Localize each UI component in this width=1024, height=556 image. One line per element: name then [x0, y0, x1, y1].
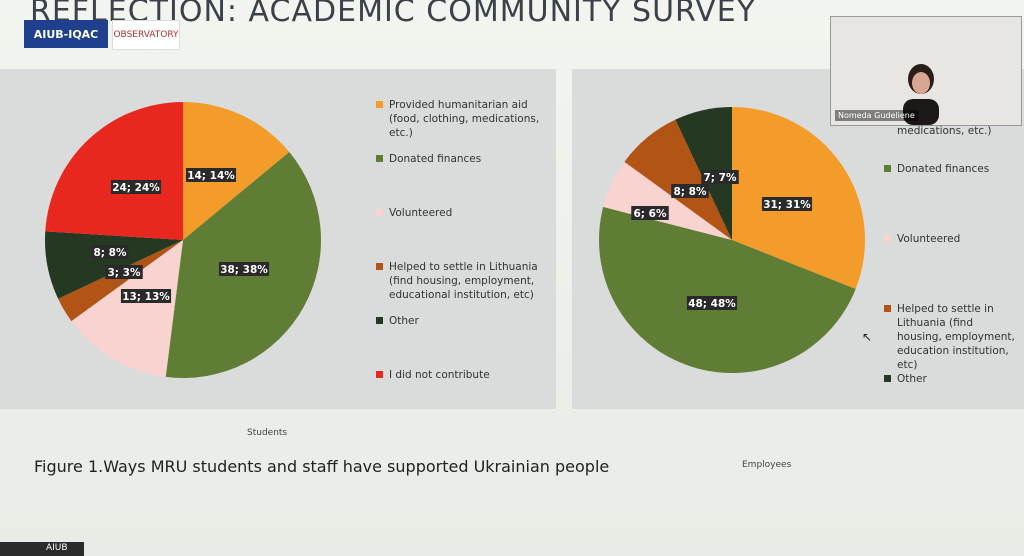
legend-item: Other	[884, 372, 1020, 386]
legend-label: Helped to settle in Lithuania (find hous…	[389, 261, 538, 301]
legend-swatch	[884, 305, 891, 312]
mouse-cursor-icon: ↖	[862, 330, 873, 344]
employees-legend: medications, etc.) Donated finances Volunt…	[884, 124, 1020, 394]
data-label: 31; 31%	[761, 197, 813, 211]
students-label: Students	[247, 428, 288, 438]
svg-text:24; 24%: 24; 24%	[112, 182, 160, 194]
svg-text:31; 31%: 31; 31%	[763, 199, 811, 211]
legend-swatch	[376, 317, 383, 324]
data-label: 7; 7%	[701, 170, 739, 184]
legend-item: Donated finances	[376, 152, 546, 166]
legend-item: medications, etc.)	[884, 124, 1020, 138]
participant-avatar	[903, 64, 939, 125]
participant-video[interactable]: Nomeda Gudeliene	[830, 16, 1022, 126]
observatory-logo: OBSERVATORY	[112, 20, 180, 50]
svg-text:48; 48%: 48; 48%	[688, 298, 736, 310]
legend-label: Volunteered	[389, 207, 453, 219]
data-label: 8; 8%	[91, 245, 129, 259]
svg-text:7; 7%: 7; 7%	[704, 172, 737, 184]
pie-slice	[624, 119, 732, 240]
data-label: 48; 48%	[686, 296, 738, 310]
pie-slice	[58, 240, 183, 322]
data-label: 14; 14%	[185, 168, 237, 182]
legend-swatch	[376, 155, 383, 162]
students-pie-chart: 14; 14% 38; 38% 13; 13% 3; 3% 8; 8% 24; 24%	[44, 102, 322, 378]
svg-text:38; 38%: 38; 38%	[220, 264, 268, 276]
participant-name: Nomeda Gudeliene	[835, 110, 918, 121]
legend-swatch	[884, 235, 891, 242]
data-label: 38; 38%	[218, 262, 270, 276]
legend-swatch	[884, 165, 891, 172]
legend-item: Donated finances	[884, 162, 1020, 176]
legend-item: Helped to settle in Lithuania (find hous…	[376, 260, 546, 302]
figure-caption: Figure 1.Ways MRU students and staff hav…	[34, 457, 610, 476]
legend-label: Other	[389, 315, 419, 327]
aiub-iqac-logo: AIUB-IQAC	[24, 20, 108, 48]
data-label: 13; 13%	[120, 289, 172, 303]
legend-item: Other	[376, 314, 546, 328]
legend-label: Donated finances	[897, 163, 990, 175]
pie-slice	[45, 102, 184, 240]
legend-label: I did not contribute	[389, 369, 490, 381]
legend-swatch	[376, 209, 383, 216]
legend-swatch	[376, 371, 383, 378]
svg-text:13; 13%: 13; 13%	[122, 291, 170, 303]
pie-slice	[183, 102, 290, 240]
legend-label: Helped to settle in Lithuania (find hous…	[897, 303, 1015, 371]
svg-text:14; 14%: 14; 14%	[187, 170, 235, 182]
svg-text:3; 3%: 3; 3%	[108, 267, 141, 279]
pie-slice	[71, 240, 183, 377]
legend-item: Volunteered	[376, 206, 546, 220]
legend-item: Helped to settle in Lithuania (find hous…	[884, 302, 1020, 372]
legend-label: Provided humanitarian aid (food, clothin…	[389, 99, 540, 139]
data-label: 8; 8%	[671, 184, 709, 198]
svg-text:6; 6%: 6; 6%	[634, 208, 667, 220]
legend-swatch	[376, 263, 383, 270]
legend-label: medications, etc.)	[897, 125, 992, 137]
legend-label: Other	[897, 373, 927, 385]
legend-swatch	[376, 101, 383, 108]
svg-text:8; 8%: 8; 8%	[674, 186, 707, 198]
legend-label: Donated finances	[389, 153, 482, 165]
legend-swatch	[884, 375, 891, 382]
legend-item: I did not contribute	[376, 368, 546, 382]
taskbar[interactable]: AIUB	[0, 542, 84, 556]
legend-item: Provided humanitarian aid (food, clothin…	[376, 98, 546, 140]
employees-label: Employees	[742, 460, 792, 470]
data-label: 3; 3%	[105, 265, 143, 279]
pie-slice	[603, 161, 732, 240]
svg-text:8; 8%: 8; 8%	[94, 247, 127, 259]
legend-item: Volunteered	[884, 232, 1020, 246]
legend-label: Volunteered	[897, 233, 961, 245]
data-label: 6; 6%	[631, 206, 669, 220]
taskbar-label: AIUB	[46, 543, 68, 553]
students-legend: Provided humanitarian aid (food, clothin…	[376, 98, 546, 388]
pie-slice	[598, 206, 856, 374]
employees-pie-chart: 31; 31% 48; 48% 6; 6% 8; 8% 7; 7%	[598, 107, 865, 374]
data-label: 24; 24%	[110, 180, 162, 194]
